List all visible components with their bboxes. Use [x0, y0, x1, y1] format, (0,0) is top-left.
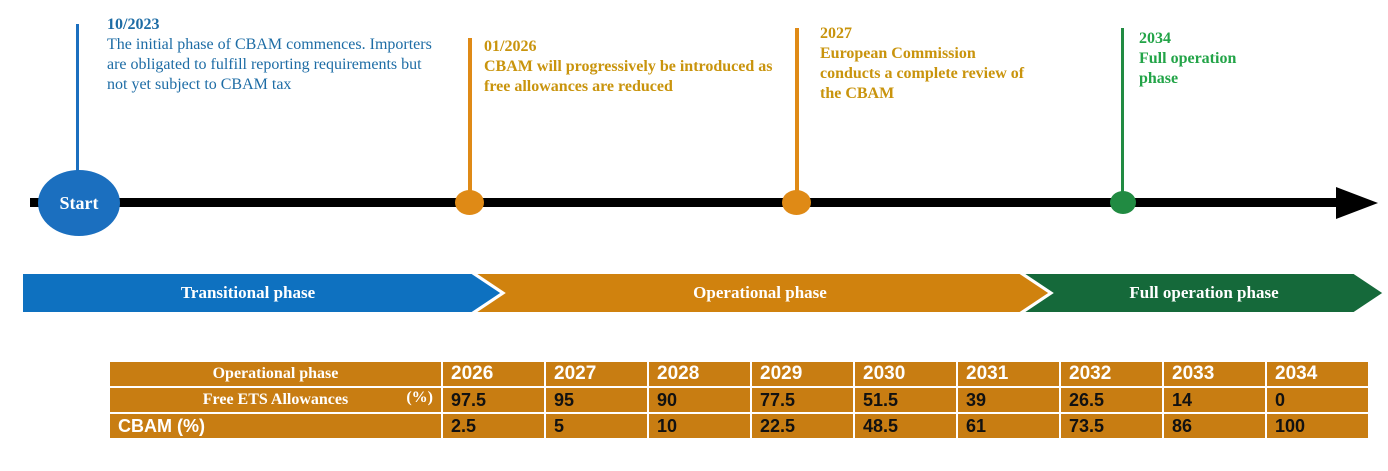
year-header: 2026	[441, 360, 546, 388]
row-label-unit: (%)	[406, 389, 433, 406]
row-label-cbam: CBAM (%)	[108, 412, 443, 440]
milestone-date: 2027	[820, 25, 852, 42]
milestone-stem-2034	[1121, 28, 1124, 198]
milestone-2027: 2027 European Commission conducts a comp…	[820, 24, 1040, 105]
milestone-stem-2027	[795, 28, 799, 198]
milestone-text: CBAM will progressively be introduced as…	[484, 58, 773, 96]
phase-arrow-operational	[470, 272, 1052, 314]
phase-label-operational: Operational phase	[693, 283, 827, 302]
table-row-free-ets: Free ETS Allowances (%) 97.5 95 90 77.5 …	[108, 386, 1370, 414]
year-header: 2031	[956, 360, 1061, 388]
year-header: 2028	[647, 360, 752, 388]
milestone-stem-2026	[468, 38, 472, 198]
table-cell: 86	[1162, 412, 1267, 440]
milestone-text: Full operation phase	[1139, 50, 1237, 88]
phase-band	[21, 272, 1386, 314]
start-label: Start	[59, 192, 99, 213]
table-cell: 77.5	[750, 386, 855, 414]
table-cell: 97.5	[441, 386, 546, 414]
table-cell: 22.5	[750, 412, 855, 440]
start-marker: Start	[38, 170, 120, 236]
milestone-stem-2023	[76, 24, 79, 176]
milestone-2026: 01/2026 CBAM will progressively be intro…	[484, 37, 784, 97]
table-cell: 100	[1265, 412, 1370, 440]
phase-arrow-full-operation	[1018, 272, 1386, 314]
table-corner-label: Operational phase	[108, 360, 443, 388]
milestone-date: 10/2023	[107, 16, 160, 33]
cbam-schedule-table: Operational phase 2026 2027 2028 2029 20…	[108, 360, 1370, 440]
year-header: 2033	[1162, 360, 1267, 388]
phase-arrow-transitional	[21, 272, 504, 314]
year-header: 2029	[750, 360, 855, 388]
phase-label-full-operation: Full operation phase	[1129, 283, 1279, 302]
table-cell: 2.5	[441, 412, 546, 440]
table-cell: 39	[956, 386, 1061, 414]
table-cell: 73.5	[1059, 412, 1164, 440]
table-cell: 61	[956, 412, 1061, 440]
table-header-row: Operational phase 2026 2027 2028 2029 20…	[108, 360, 1370, 388]
table-row-cbam: CBAM (%) 2.5 5 10 22.5 48.5 61 73.5 86 1…	[108, 412, 1370, 440]
phase-label-transitional: Transitional phase	[180, 283, 316, 302]
row-label-text: Free ETS Allowances	[202, 391, 349, 408]
table-cell: 95	[544, 386, 649, 414]
milestone-dot-2026	[455, 190, 484, 215]
timeline-axis	[30, 198, 1340, 207]
table-cell: 90	[647, 386, 752, 414]
milestone-text: The initial phase of CBAM commences. Imp…	[107, 36, 432, 94]
table-cell: 51.5	[853, 386, 958, 414]
table-cell: 10	[647, 412, 752, 440]
table-cell: 14	[1162, 386, 1267, 414]
table-cell: 0	[1265, 386, 1370, 414]
milestone-2023: 10/2023 The initial phase of CBAM commen…	[107, 15, 445, 96]
timeline-arrowhead-icon	[1336, 187, 1378, 219]
milestone-date: 2034	[1139, 30, 1171, 47]
year-header: 2032	[1059, 360, 1164, 388]
year-header: 2027	[544, 360, 649, 388]
milestone-2034: 2034 Full operation phase	[1139, 29, 1274, 89]
table-cell: 48.5	[853, 412, 958, 440]
year-header: 2034	[1265, 360, 1370, 388]
year-header: 2030	[853, 360, 958, 388]
milestone-text: European Commission conducts a complete …	[820, 45, 1025, 103]
table-cell: 5	[544, 412, 649, 440]
row-label-free-ets: Free ETS Allowances (%)	[108, 386, 443, 414]
table-cell: 26.5	[1059, 386, 1164, 414]
milestone-date: 01/2026	[484, 38, 537, 55]
milestone-dot-2027	[782, 190, 811, 215]
milestone-dot-2034	[1110, 191, 1136, 214]
